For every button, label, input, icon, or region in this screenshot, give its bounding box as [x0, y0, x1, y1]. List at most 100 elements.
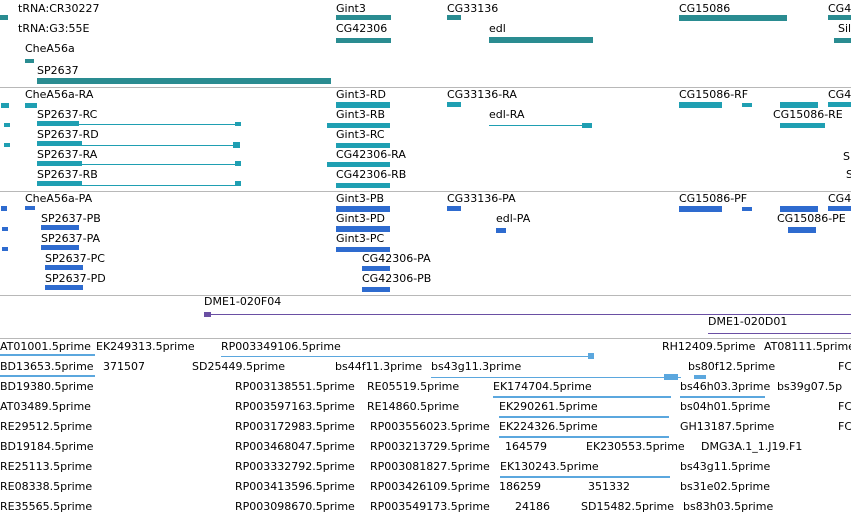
feature-label[interactable]: SP2637-RC	[37, 108, 98, 121]
feature-label[interactable]: SP2637-RD	[37, 128, 99, 141]
feature-label[interactable]: Gint3-PD	[336, 212, 385, 225]
feature-label[interactable]: CheA56a-RA	[25, 88, 94, 101]
feature-label[interactable]: RP003468047.5prime	[235, 440, 355, 453]
feature-intron-line[interactable]	[708, 333, 851, 334]
feature-glyph[interactable]	[447, 15, 461, 20]
feature-glyph[interactable]	[582, 123, 592, 128]
feature-glyph[interactable]	[25, 206, 35, 210]
feature-label[interactable]: SP2637-RB	[37, 168, 98, 181]
feature-glyph[interactable]	[37, 181, 82, 186]
feature-glyph[interactable]	[37, 161, 82, 166]
feature-label[interactable]: RP003426109.5prime	[370, 480, 490, 493]
feature-label[interactable]: RP003597163.5prime	[235, 400, 355, 413]
feature-glyph[interactable]	[499, 436, 669, 438]
feature-label[interactable]: BD13653.5prime	[0, 360, 94, 373]
feature-label[interactable]: bs31e02.5prime	[680, 480, 771, 493]
feature-label[interactable]: CG42306-PA	[362, 252, 431, 265]
feature-glyph[interactable]	[336, 247, 390, 252]
feature-glyph[interactable]	[679, 206, 722, 212]
feature-label[interactable]: AT03489.5prime	[0, 400, 91, 413]
feature-label[interactable]: SD25449.5prime	[192, 360, 285, 373]
feature-label[interactable]: GH13187.5prime	[680, 420, 775, 433]
feature-glyph[interactable]	[780, 123, 825, 128]
feature-glyph[interactable]	[834, 38, 851, 43]
feature-label[interactable]: Gint3-PC	[336, 232, 385, 245]
feature-glyph[interactable]	[742, 103, 752, 107]
feature-label[interactable]: RP003213729.5prime	[370, 440, 490, 453]
feature-label[interactable]: 351332	[588, 480, 630, 493]
feature-label[interactable]: CG42306-RA	[336, 148, 406, 161]
feature-glyph[interactable]	[828, 15, 851, 20]
feature-intron-line[interactable]	[431, 377, 681, 378]
feature-glyph[interactable]	[336, 143, 390, 148]
feature-label[interactable]: SP2637-PA	[41, 232, 101, 245]
feature-label[interactable]: tRNA:G3:55E	[18, 22, 90, 35]
feature-label[interactable]: RP003549173.5prime	[370, 500, 490, 513]
feature-glyph[interactable]	[496, 228, 506, 233]
feature-label[interactable]: bs46h03.3prime	[680, 380, 771, 393]
feature-glyph[interactable]	[493, 396, 671, 398]
feature-glyph[interactable]	[447, 102, 461, 107]
feature-glyph[interactable]	[0, 354, 95, 356]
feature-label[interactable]: RP003172983.5prime	[235, 420, 355, 433]
feature-label[interactable]: CG4	[828, 192, 851, 205]
feature-label[interactable]: Sil	[838, 22, 851, 35]
feature-glyph[interactable]	[327, 162, 390, 167]
feature-intron-line[interactable]	[489, 125, 589, 126]
feature-glyph[interactable]	[235, 161, 241, 166]
feature-label[interactable]: SP2637-PC	[45, 252, 105, 265]
feature-label[interactable]: SD15482.5prime	[581, 500, 674, 513]
feature-glyph[interactable]	[828, 102, 851, 107]
feature-label[interactable]: bs83h03.5prime	[683, 500, 774, 513]
feature-label[interactable]: edl	[489, 22, 506, 35]
feature-label[interactable]: SP2637	[37, 64, 79, 77]
feature-label[interactable]: DMG3A.1_1.J19.F1	[701, 440, 803, 453]
feature-label[interactable]: CG15086-PF	[679, 192, 748, 205]
feature-label[interactable]: 24186	[515, 500, 550, 513]
feature-glyph[interactable]	[828, 206, 851, 211]
feature-label[interactable]: RP003138551.5prime	[235, 380, 355, 393]
feature-glyph[interactable]	[788, 227, 816, 233]
feature-glyph[interactable]	[336, 206, 390, 212]
feature-label[interactable]: SP2637-RA	[37, 148, 98, 161]
feature-glyph[interactable]	[1, 103, 9, 108]
feature-label[interactable]: CG15086-RF	[679, 88, 749, 101]
feature-label[interactable]: CG33136-PA	[447, 192, 516, 205]
feature-glyph[interactable]	[680, 396, 765, 398]
feature-label[interactable]: FC	[838, 360, 851, 373]
feature-glyph[interactable]	[336, 183, 390, 188]
feature-label[interactable]: CG42306	[336, 22, 388, 35]
feature-label[interactable]: CG4	[828, 88, 851, 101]
feature-label[interactable]: RE29512.5prime	[0, 420, 93, 433]
feature-label[interactable]: Gint3-PB	[336, 192, 385, 205]
feature-glyph[interactable]	[235, 181, 241, 186]
feature-label[interactable]: RP003098670.5prime	[235, 500, 355, 513]
feature-label[interactable]: CG4	[828, 2, 851, 15]
feature-label[interactable]: RH12409.5prime	[662, 340, 756, 353]
feature-glyph[interactable]	[742, 207, 752, 211]
feature-label[interactable]: Si	[843, 150, 851, 163]
feature-label[interactable]: SP2637-PB	[41, 212, 101, 225]
feature-label[interactable]: CG33136-RA	[447, 88, 517, 101]
feature-glyph[interactable]	[2, 247, 8, 251]
feature-label[interactable]: Gint3	[336, 2, 366, 15]
feature-glyph[interactable]	[336, 226, 390, 232]
feature-intron-line[interactable]	[210, 314, 851, 315]
feature-label[interactable]: RE14860.5prime	[367, 400, 460, 413]
feature-label[interactable]: CG42306-PB	[362, 272, 432, 285]
feature-glyph[interactable]	[780, 206, 818, 212]
feature-label[interactable]: RE08338.5prime	[0, 480, 93, 493]
feature-label[interactable]: RP003332792.5prime	[235, 460, 355, 473]
feature-intron-line[interactable]	[37, 164, 237, 165]
feature-glyph[interactable]	[25, 103, 37, 108]
feature-label[interactable]: BD19380.5prime	[0, 380, 94, 393]
feature-glyph[interactable]	[45, 265, 83, 270]
feature-label[interactable]: EK290261.5prime	[499, 400, 598, 413]
feature-label[interactable]: RP003556023.5prime	[370, 420, 490, 433]
feature-label[interactable]: 371507	[103, 360, 145, 373]
feature-glyph[interactable]	[362, 287, 390, 292]
feature-glyph[interactable]	[679, 102, 722, 108]
feature-label[interactable]: bs44f11.3prime	[335, 360, 423, 373]
feature-glyph[interactable]	[0, 375, 95, 377]
